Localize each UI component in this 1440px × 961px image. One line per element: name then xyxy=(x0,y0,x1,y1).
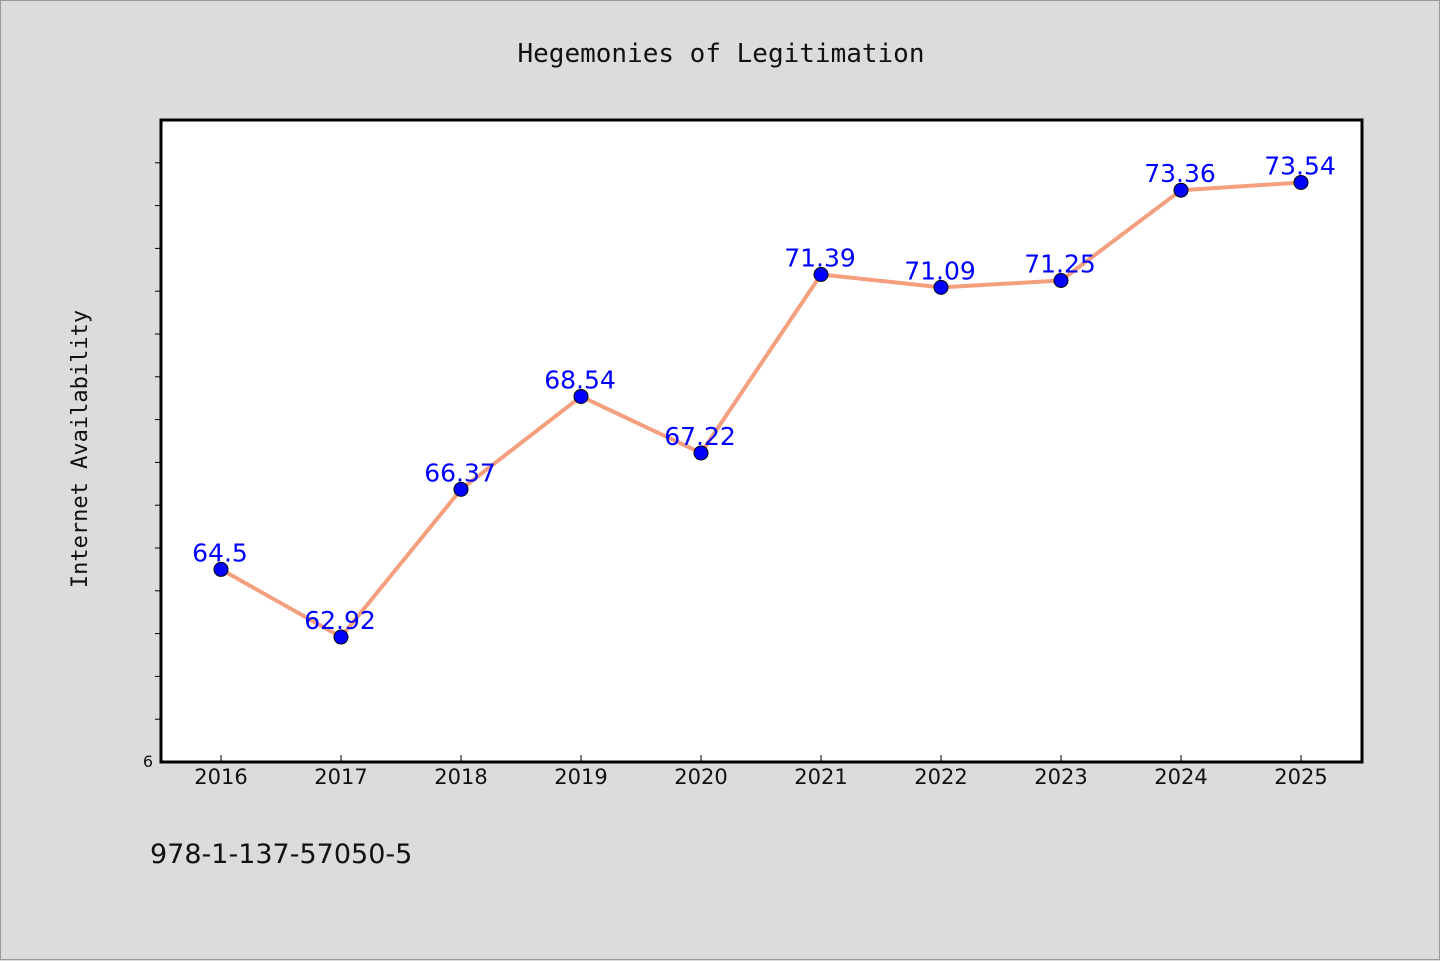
y-tick-label: 6 xyxy=(143,752,153,771)
x-tick-label: 2021 xyxy=(794,765,847,789)
data-point xyxy=(1293,174,1309,190)
y-axis-ticks xyxy=(155,162,161,720)
data-label: 66.37 xyxy=(424,458,496,487)
data-point xyxy=(213,561,229,577)
data-label: 67.22 xyxy=(664,422,736,451)
isbn-footer: 978-1-137-57050-5 xyxy=(150,839,412,870)
data-point xyxy=(693,445,709,461)
data-point xyxy=(813,267,829,283)
x-tick-label: 2016 xyxy=(194,765,247,789)
x-tick-label: 2019 xyxy=(554,765,607,789)
data-point xyxy=(453,481,469,497)
series-line xyxy=(219,180,1303,640)
x-tick-label: 2025 xyxy=(1274,765,1327,789)
data-label: 71.25 xyxy=(1024,250,1096,279)
data-point xyxy=(333,629,349,645)
data-point xyxy=(1053,273,1069,288)
x-tick-label: 2018 xyxy=(434,765,487,789)
x-axis-ticks xyxy=(220,755,1302,762)
data-point xyxy=(573,388,589,404)
data-label: 62.92 xyxy=(304,606,376,635)
data-label: 73.54 xyxy=(1264,151,1336,180)
x-axis-tick-labels: 2016 2017 2018 2019 2020 2021 2022 2023 2024 2025 xyxy=(194,765,1327,789)
x-tick-label: 2023 xyxy=(1034,765,1087,789)
data-labels: 64.5 62.92 66.37 68.54 67.22 71.39 71.09 71.25 7… xyxy=(192,151,1336,635)
data-point xyxy=(1173,182,1189,198)
data-label: 71.09 xyxy=(904,256,976,285)
data-label: 71.39 xyxy=(784,244,856,273)
x-tick-label: 2022 xyxy=(914,765,967,789)
data-label: 73.36 xyxy=(1144,159,1216,188)
data-label: 64.5 xyxy=(192,538,248,567)
series-markers xyxy=(213,174,1309,645)
x-tick-label: 2020 xyxy=(674,765,727,789)
x-tick-label: 2017 xyxy=(314,765,367,789)
chart-title: Hegemonies of Legitimation xyxy=(518,39,925,69)
data-point xyxy=(933,279,949,295)
x-tick-label: 2024 xyxy=(1154,765,1207,789)
data-label: 68.54 xyxy=(544,365,616,394)
plot-area xyxy=(159,118,1364,764)
y-axis-label: Internet Availability xyxy=(68,310,93,588)
